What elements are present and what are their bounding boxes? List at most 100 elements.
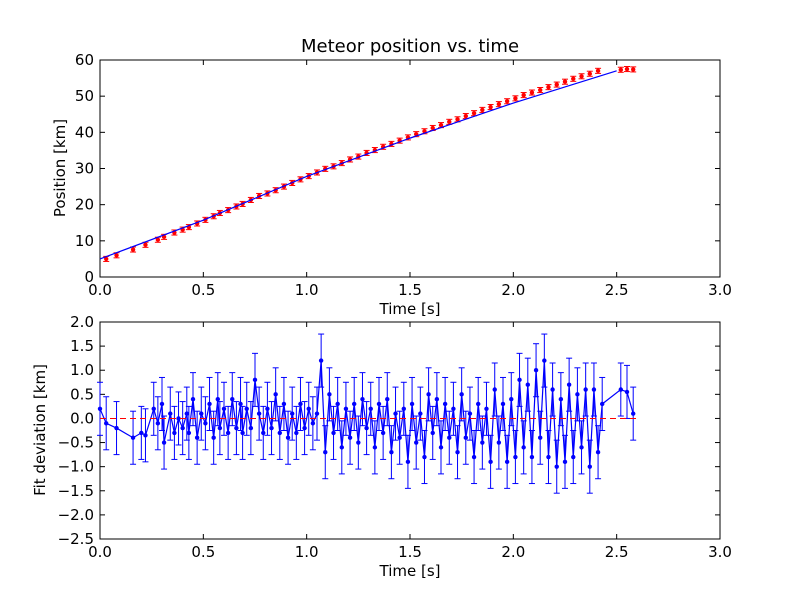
measured-point <box>554 82 559 87</box>
position-plot-area <box>99 59 721 278</box>
deviation-point <box>161 440 167 445</box>
deviation-ytick-label: −2.0 <box>58 506 94 524</box>
deviation-point <box>368 406 373 411</box>
deviation-point <box>492 387 497 392</box>
deviation-point <box>104 421 109 426</box>
deviation-xtick-label: 2.5 <box>605 543 629 561</box>
deviation-point <box>230 396 235 402</box>
measured-point <box>529 90 535 95</box>
deviation-point <box>380 430 386 436</box>
deviation-xtick-label: 3.0 <box>708 543 732 561</box>
deviation-ytick-label: 1.0 <box>70 361 94 379</box>
position-xtick-label: 0.5 <box>191 281 215 299</box>
deviation-point <box>393 411 398 416</box>
deviation-point <box>184 411 189 416</box>
position-ytick-label: 30 <box>75 160 94 178</box>
measured-point <box>631 67 636 72</box>
position-chart: Meteor position vs. time Time [s] Positi… <box>51 36 732 318</box>
deviation-point <box>451 406 456 411</box>
deviation-point <box>298 401 303 407</box>
deviation-xtick-label: 1.5 <box>398 543 422 561</box>
deviation-point <box>562 459 568 465</box>
deviation-ytick-label: 1.5 <box>70 337 94 355</box>
deviation-point <box>517 377 522 383</box>
deviation-point <box>385 396 390 402</box>
fit-line <box>99 70 617 260</box>
deviation-point <box>343 406 349 411</box>
deviation-point <box>186 430 192 436</box>
measured-point <box>496 101 502 107</box>
measured-point <box>130 247 136 252</box>
deviation-ytick-label: −2.5 <box>58 530 94 548</box>
deviation-point <box>248 425 254 431</box>
deviation-ytick-label: −1.0 <box>58 458 94 476</box>
deviation-point <box>484 406 489 411</box>
measured-point <box>538 87 543 93</box>
deviation-point <box>418 411 423 416</box>
position-ytick-label: 10 <box>75 232 94 250</box>
deviation-point <box>323 450 328 455</box>
deviation-point <box>130 435 136 440</box>
deviation-point <box>618 387 623 392</box>
deviation-point <box>438 445 444 450</box>
deviation-point <box>459 392 464 397</box>
deviation-point <box>155 421 161 426</box>
deviation-point <box>476 401 481 407</box>
deviation-point <box>414 440 419 445</box>
deviation-point <box>217 425 223 431</box>
deviation-point <box>240 430 245 436</box>
deviation-point <box>114 425 119 431</box>
deviation-point <box>467 411 473 416</box>
measured-point <box>455 117 460 122</box>
deviation-point <box>306 406 311 411</box>
deviation-point <box>430 430 435 436</box>
deviation-point <box>583 387 588 392</box>
position-xtick-label: 1.5 <box>398 281 422 299</box>
deviation-point <box>176 416 181 421</box>
deviation-ytick-label: −1.5 <box>58 482 94 500</box>
deviation-xtick-label: 0.0 <box>88 543 112 561</box>
deviation-point <box>151 406 156 411</box>
deviation-point <box>442 401 448 407</box>
deviation-point <box>422 454 427 460</box>
deviation-xtick-label: 1.0 <box>295 543 319 561</box>
deviation-point <box>194 435 200 440</box>
measured-point <box>504 99 510 104</box>
deviation-point <box>595 450 601 455</box>
deviation-point <box>533 368 539 373</box>
deviation-point <box>401 406 406 411</box>
position-chart-ticks: 0.0 0.5 1.0 1.5 2.0 2.5 3.0 0 10 20 30 40 50 60 <box>75 51 732 299</box>
measured-point <box>430 125 435 131</box>
deviation-point <box>327 392 332 397</box>
deviation-ytick-label: 0.5 <box>70 385 94 403</box>
deviation-point <box>139 430 144 436</box>
deviation-point <box>426 392 431 397</box>
deviation-point <box>480 440 485 445</box>
deviation-point <box>529 454 535 460</box>
deviation-point <box>542 358 547 363</box>
deviation-point <box>352 401 357 407</box>
deviation-point <box>244 406 249 411</box>
position-chart-title: Meteor position vs. time <box>301 36 519 57</box>
measured-point <box>114 253 119 258</box>
measured-point <box>104 256 109 262</box>
deviation-point <box>225 430 231 436</box>
position-xtick-label: 2.5 <box>605 281 629 299</box>
measured-point <box>571 76 576 82</box>
deviation-point <box>488 459 493 465</box>
deviation-point <box>302 425 307 431</box>
deviation-point <box>558 396 564 402</box>
deviation-point <box>513 454 518 460</box>
deviation-point <box>168 411 173 416</box>
deviation-chart-xlabel: Time [s] <box>379 562 441 580</box>
deviation-point <box>509 396 514 402</box>
deviation-point <box>285 435 291 440</box>
measured-point <box>595 68 601 74</box>
deviation-point <box>405 459 411 465</box>
position-chart-xlabel: Time [s] <box>379 300 441 318</box>
deviation-point <box>97 406 103 411</box>
deviation-point <box>566 382 572 387</box>
deviation-point <box>455 450 460 455</box>
deviation-point <box>335 401 340 407</box>
deviation-point <box>199 411 204 416</box>
